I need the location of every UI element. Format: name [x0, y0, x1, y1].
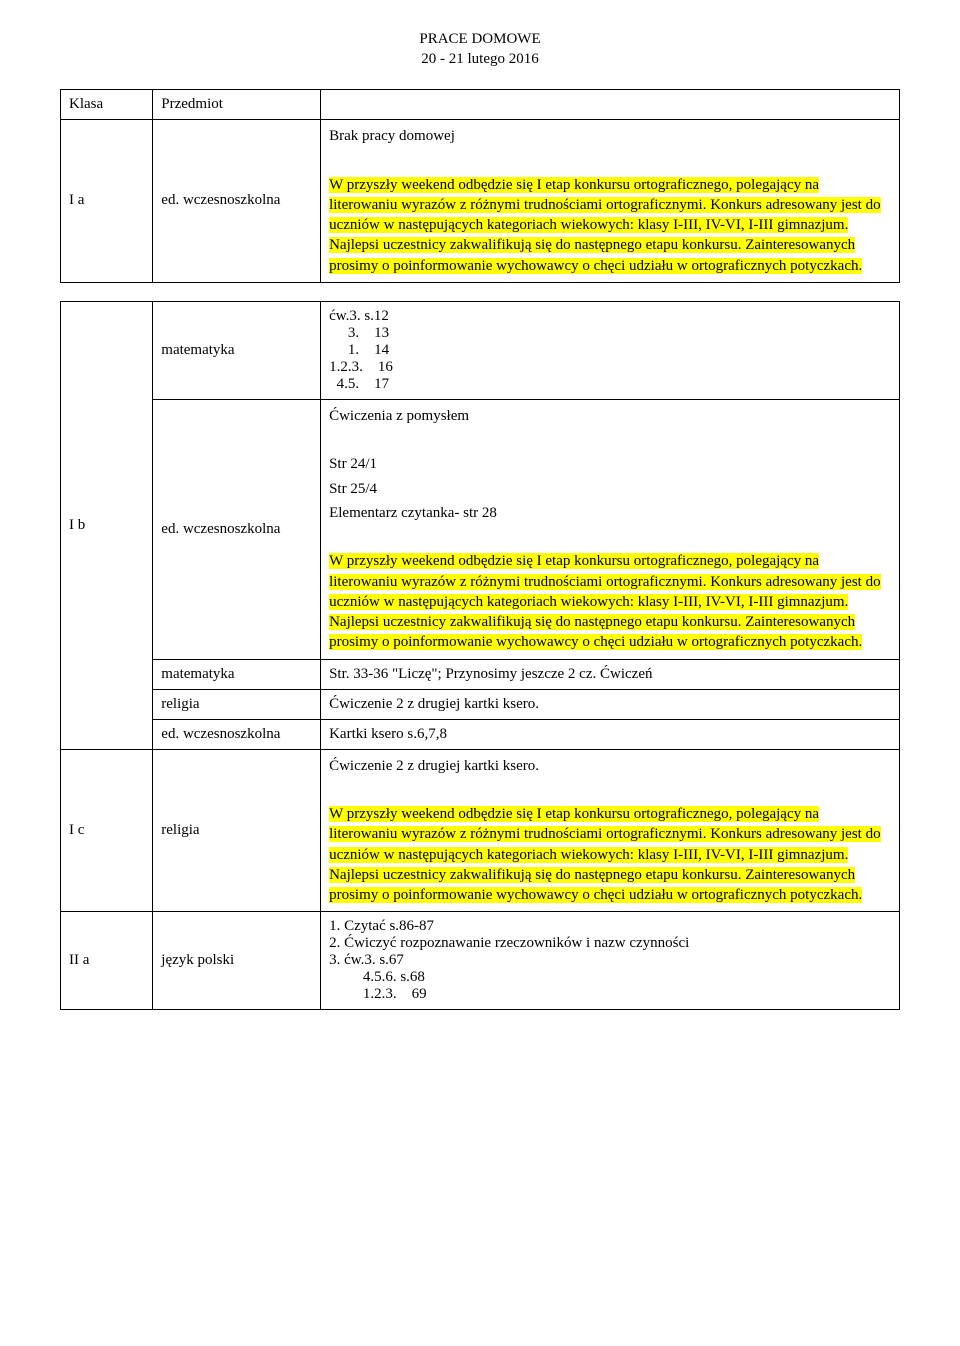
- cell-przedmiot: matematyka: [153, 659, 321, 689]
- table-row: I b matematyka ćw.3. s.12 3. 13 1. 14 1.…: [61, 301, 900, 399]
- cell-content: Str. 33-36 "Liczę"; Przynosimy jeszcze 2…: [321, 659, 900, 689]
- cell-klasa: I a: [61, 120, 153, 283]
- highlighted-text: W przyszły weekend odbędzie się I etap k…: [329, 806, 881, 903]
- cell-przedmiot: język polski: [153, 912, 321, 1010]
- cell-content: Brak pracy domowej W przyszły weekend od…: [321, 120, 900, 283]
- cell-content: Kartki ksero s.6,7,8: [321, 719, 900, 749]
- text-line: Elementarz czytanka- str 28: [329, 503, 891, 523]
- title-line1: PRACE DOMOWE: [60, 30, 900, 50]
- spacer-row: [61, 282, 900, 301]
- cell-content: Ćwiczenie 2 z drugiej kartki ksero.: [321, 689, 900, 719]
- text-pre: 1. Czytać s.86-87 2. Ćwiczyć rozpoznawan…: [329, 918, 689, 1002]
- text-line: Ćwiczenia z pomysłem: [329, 406, 891, 426]
- text-line: Ćwiczenie 2 z drugiej kartki ksero.: [329, 756, 891, 776]
- title-line2: 20 - 21 lutego 2016: [60, 50, 900, 70]
- cell-przedmiot: matematyka: [153, 301, 321, 399]
- cell-klasa: II a: [61, 912, 153, 1010]
- table-row: ed. wczesnoszkolna Kartki ksero s.6,7,8: [61, 719, 900, 749]
- table-header-row: Klasa Przedmiot: [61, 90, 900, 120]
- table-row: II a język polski 1. Czytać s.86-87 2. Ć…: [61, 912, 900, 1010]
- table-row: ed. wczesnoszkolna Ćwiczenia z pomysłem …: [61, 399, 900, 659]
- cell-przedmiot: religia: [153, 749, 321, 912]
- table-row: matematyka Str. 33-36 "Liczę"; Przynosim…: [61, 659, 900, 689]
- homework-table: Klasa Przedmiot I a ed. wczesnoszkolna B…: [60, 89, 900, 1010]
- cell-content: 1. Czytać s.86-87 2. Ćwiczyć rozpoznawan…: [321, 912, 900, 1010]
- highlighted-text: W przyszły weekend odbędzie się I etap k…: [329, 553, 881, 650]
- table-row: I c religia Ćwiczenie 2 z drugiej kartki…: [61, 749, 900, 912]
- col-content-header: [321, 90, 900, 120]
- table-row: religia Ćwiczenie 2 z drugiej kartki kse…: [61, 689, 900, 719]
- cell-przedmiot: ed. wczesnoszkolna: [153, 120, 321, 283]
- col-klasa-header: Klasa: [61, 90, 153, 120]
- cell-content: Ćwiczenie 2 z drugiej kartki ksero. W pr…: [321, 749, 900, 912]
- text-pre: ćw.3. s.12 3. 13 1. 14 1.2.3. 16 4.5. 17: [329, 308, 393, 392]
- col-przedmiot-header: Przedmiot: [153, 90, 321, 120]
- cell-klasa: I c: [61, 749, 153, 912]
- text-line: Str 25/4: [329, 479, 891, 499]
- table-row: I a ed. wczesnoszkolna Brak pracy domowe…: [61, 120, 900, 283]
- cell-przedmiot: ed. wczesnoszkolna: [153, 719, 321, 749]
- cell-content: ćw.3. s.12 3. 13 1. 14 1.2.3. 16 4.5. 17: [321, 301, 900, 399]
- cell-content: Ćwiczenia z pomysłem Str 24/1 Str 25/4 E…: [321, 399, 900, 659]
- text-line: Str 24/1: [329, 454, 891, 474]
- cell-przedmiot: ed. wczesnoszkolna: [153, 399, 321, 659]
- document-header: PRACE DOMOWE 20 - 21 lutego 2016: [60, 30, 900, 69]
- text-line: Brak pracy domowej: [329, 126, 891, 146]
- cell-klasa: I b: [61, 301, 153, 749]
- cell-przedmiot: religia: [153, 689, 321, 719]
- highlighted-text: W przyszły weekend odbędzie się I etap k…: [329, 177, 881, 274]
